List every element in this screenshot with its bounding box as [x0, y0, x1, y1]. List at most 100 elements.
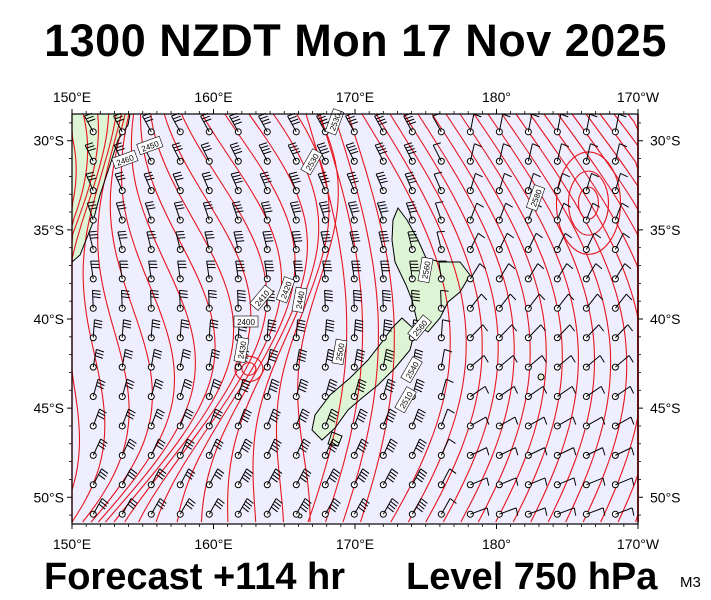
barb-feather: [566, 263, 574, 270]
barb-staff: [295, 379, 302, 397]
barb-feather: [204, 230, 213, 233]
barb-staff: [208, 498, 219, 515]
wind-barb-250: [176, 498, 196, 518]
wind-barb-50: [433, 171, 445, 195]
contour-label-box: [400, 356, 423, 384]
barb-feather: [317, 142, 325, 146]
barb-feather: [564, 232, 573, 239]
wind-barb-208: [611, 416, 635, 430]
wind-barb-177: [263, 378, 280, 401]
barb-feather: [202, 145, 211, 149]
barb-feather: [543, 416, 548, 425]
barb-staff: [237, 438, 247, 456]
barb-staff: [347, 202, 355, 221]
barb-staff: [179, 468, 190, 486]
wind-barb-142: [350, 319, 364, 342]
wind-barb-88: [436, 230, 445, 253]
contour-label-box: [233, 336, 250, 364]
barb-feather: [302, 441, 310, 447]
barb-feather: [349, 177, 358, 181]
wind-barb-86: [378, 230, 390, 253]
wind-barb-25: [258, 142, 272, 165]
barb-feather: [444, 348, 453, 353]
barb-feather: [601, 416, 606, 425]
barb-feather: [292, 207, 301, 210]
barb-feather: [156, 503, 164, 510]
barb-staff: [469, 324, 484, 339]
barb-feather: [356, 352, 365, 356]
barb-feather: [299, 348, 308, 353]
wind-barb-79: [175, 230, 186, 253]
barb-feather: [331, 471, 339, 477]
contour-label-box: [324, 108, 345, 136]
barb-feather: [349, 230, 358, 233]
barb-staff: [557, 507, 575, 515]
barb-feather: [602, 447, 606, 456]
barb-feather: [404, 115, 413, 120]
barb-staff: [586, 507, 604, 515]
barb-feather: [87, 118, 96, 123]
wind-barb-205: [524, 416, 548, 430]
barb-feather: [262, 230, 271, 233]
wind-barb-26: [287, 142, 301, 165]
wind-barb-59: [144, 201, 156, 224]
barb-feather: [360, 471, 368, 477]
barb-feather: [288, 142, 296, 146]
barb-feather: [504, 172, 512, 178]
barb-staff: [499, 416, 516, 427]
barb-feather: [298, 352, 307, 356]
barb-staff: [374, 144, 384, 162]
lon-tick-label-bottom: 170°W: [617, 536, 660, 552]
barb-staff: [150, 498, 161, 515]
barb-feather: [176, 233, 185, 236]
barb-feather: [379, 121, 387, 126]
wind-barb-3: [171, 112, 184, 136]
barb-feather: [544, 477, 548, 486]
barb-staff: [433, 173, 442, 191]
barb-feather: [408, 121, 416, 126]
barb-feather: [408, 150, 417, 155]
wind-barb-97: [147, 260, 158, 283]
wind-barb-107: [437, 260, 447, 283]
wind-barb-223: [495, 447, 519, 459]
barb-feather: [269, 417, 278, 423]
barb-feather: [560, 113, 569, 118]
barb-staff: [411, 498, 422, 515]
barb-staff: [527, 143, 533, 162]
barb-staff: [318, 202, 326, 221]
barb-staff: [230, 173, 239, 191]
model-code: M3: [680, 574, 701, 591]
barb-feather: [203, 201, 212, 204]
barb-feather: [378, 177, 387, 181]
barb-feather: [417, 411, 425, 417]
wind-barb-93: [582, 232, 602, 253]
wind-barb-101: [263, 260, 275, 283]
wind-barb-94: [611, 232, 631, 253]
barb-feather: [321, 233, 330, 236]
wind-barb-104: [350, 260, 362, 283]
wind-barb-83: [291, 230, 303, 253]
barb-feather: [245, 500, 253, 507]
wind-barb-128: [495, 293, 517, 312]
wind-barb-64: [289, 201, 302, 224]
barb-feather: [297, 358, 306, 363]
contour-label-4: 2400: [233, 315, 259, 328]
barb-feather: [405, 145, 414, 149]
wind-barb-91: [524, 232, 544, 253]
barb-feather: [317, 171, 326, 175]
barb-feather: [325, 328, 334, 332]
barb-feather: [260, 145, 269, 149]
barb-feather: [240, 388, 248, 393]
contour-label-text: 2430: [237, 340, 249, 360]
wind-barb-98: [176, 260, 187, 283]
wind-barb-209: [89, 438, 108, 459]
barb-feather: [449, 498, 457, 504]
barb-staff: [614, 203, 623, 221]
barb-feather: [356, 355, 365, 359]
wind-barb-95: [89, 260, 100, 283]
barb-staff: [150, 408, 158, 427]
wind-barb-232: [205, 468, 225, 489]
barb-staff: [382, 498, 393, 515]
barb-feather: [97, 378, 106, 383]
barb-staff: [586, 416, 603, 427]
